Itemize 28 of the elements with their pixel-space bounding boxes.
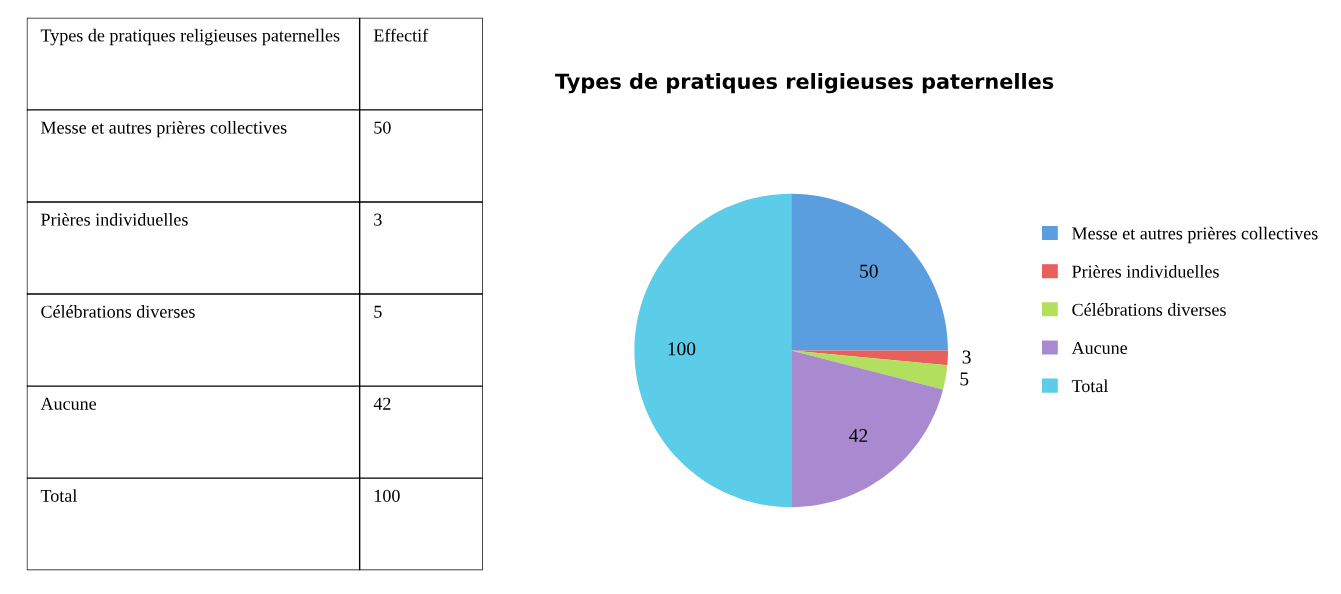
chart-title: Types de pratiques religieuses paternelles	[555, 73, 1054, 94]
legend-label: Total	[1071, 379, 1109, 393]
legend-label: Prières individuelles	[1072, 264, 1219, 278]
data-label: 5	[960, 372, 969, 386]
text: Effectif	[373, 28, 429, 42]
pie-slice	[791, 193, 949, 351]
legend-label: Célébrations diverses	[1072, 303, 1226, 316]
category-label: Total	[40, 489, 77, 502]
data-label: 42	[849, 429, 868, 442]
category-label: Messe et autres prières collectives	[41, 120, 287, 138]
category-label: Aucune	[40, 397, 97, 410]
pie-slice	[791, 350, 944, 508]
data-label: 5	[374, 305, 382, 318]
pie-slice	[791, 350, 949, 366]
legend-label: Messe et autres prières collectives	[1072, 226, 1318, 244]
text: Types de pratiques religieuses paternelles	[40, 28, 340, 46]
data-label: 100	[374, 489, 400, 502]
data-label: 42	[373, 397, 391, 410]
data-label: 50	[374, 121, 391, 134]
data-label: 100	[668, 342, 696, 356]
category-label: Prières individuelles	[41, 212, 188, 226]
pie-slice	[791, 350, 948, 390]
pie-slice	[634, 193, 792, 508]
legend-label: Aucune	[1071, 341, 1128, 354]
category-label: Célébrations diverses	[41, 305, 195, 318]
data-label: 3	[962, 350, 971, 364]
data-label: 50	[860, 264, 878, 278]
data-label: 3	[374, 213, 382, 226]
